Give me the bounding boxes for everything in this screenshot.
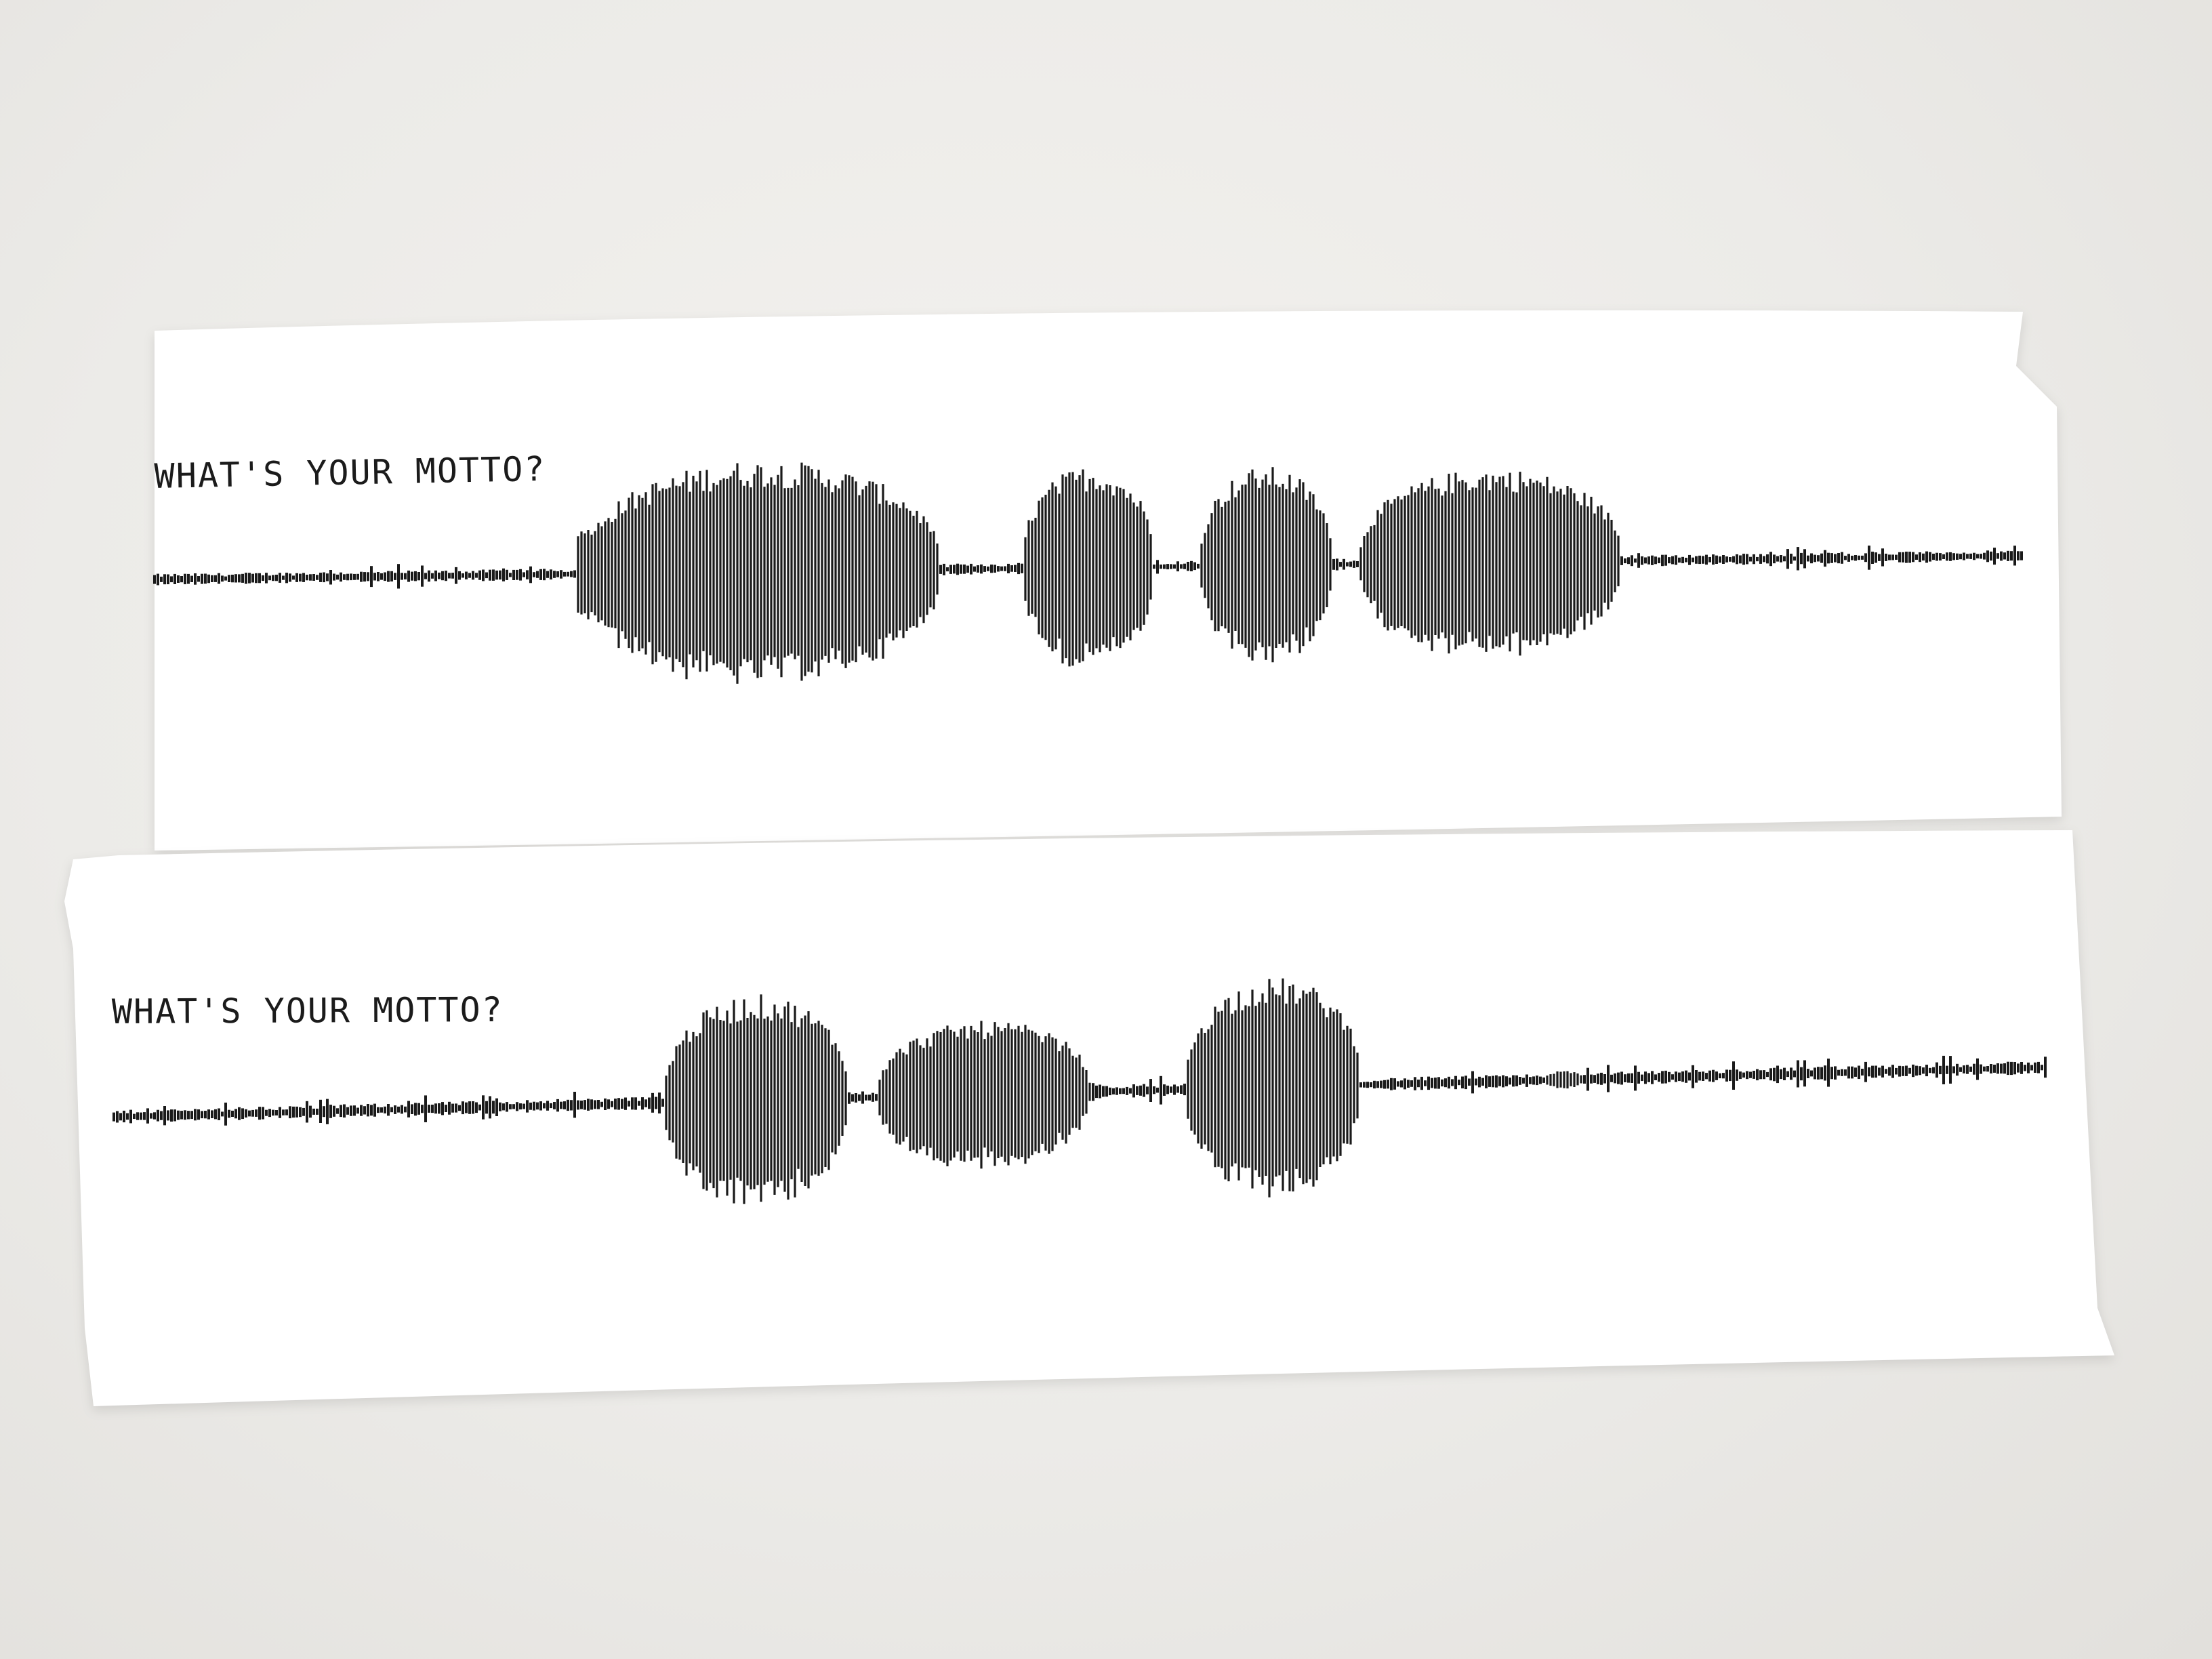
waveform-top	[153, 462, 2023, 684]
receipt-strip-top: WHAT'S YOUR MOTTO?	[153, 310, 2062, 851]
waveform-bottom	[112, 978, 2047, 1204]
strip-caption-top: WHAT'S YOUR MOTTO?	[154, 449, 546, 496]
strip-caption-bottom: WHAT'S YOUR MOTTO?	[112, 990, 504, 1031]
paper-strip-bottom	[64, 830, 2114, 1406]
receipt-strip-bottom: WHAT'S YOUR MOTTO?	[64, 830, 2114, 1406]
paper-strip-top	[155, 310, 2062, 851]
